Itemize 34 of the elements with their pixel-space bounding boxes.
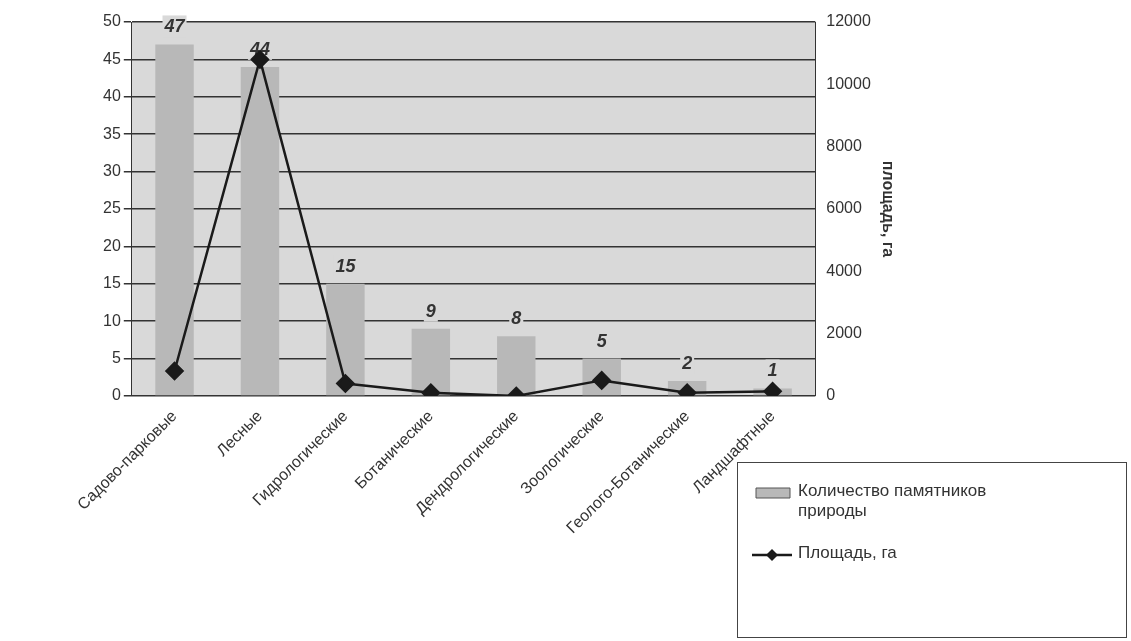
bar [326, 283, 365, 396]
bar [240, 66, 280, 396]
y-tick-label: 35 [103, 124, 121, 142]
y-tick-label: 20 [103, 236, 121, 254]
y-tick-label: 50 [103, 12, 121, 30]
y-tick-label: 30 [103, 162, 121, 179]
y-tick-label: 25 [103, 199, 121, 217]
data-label: 1 [767, 360, 778, 381]
y2-axis-title: площадь, га [879, 160, 897, 258]
legend-label: Площадь, га [798, 543, 897, 563]
y-tick-label: 0 [111, 386, 121, 404]
y2-tick-label: 6000 [826, 199, 862, 217]
y2-tick-label: 0 [826, 386, 836, 404]
y-tick-label: 5 [111, 348, 121, 366]
y-tick-label: 45 [103, 49, 121, 67]
y2-tick-label: 4000 [826, 261, 862, 279]
data-label: 2 [681, 352, 693, 373]
legend-label: Количество памятников природы [798, 481, 988, 521]
data-label: 47 [163, 16, 186, 37]
data-label: 5 [596, 330, 608, 351]
y2-tick-label: 2000 [826, 324, 862, 342]
data-label: 15 [335, 255, 357, 276]
y-tick-label: 40 [103, 87, 121, 105]
bar [411, 328, 451, 396]
bar [155, 44, 194, 396]
data-label: 44 [248, 38, 270, 59]
data-label: 9 [425, 300, 436, 321]
data-label: 8 [511, 308, 522, 329]
y2-tick-label: 10000 [826, 74, 871, 92]
y2-tick-label: 12000 [826, 12, 871, 30]
y-tick-label: 15 [103, 274, 121, 292]
y-tick-label: 10 [103, 311, 121, 329]
y2-tick-label: 8000 [826, 137, 862, 155]
bar [497, 336, 536, 396]
